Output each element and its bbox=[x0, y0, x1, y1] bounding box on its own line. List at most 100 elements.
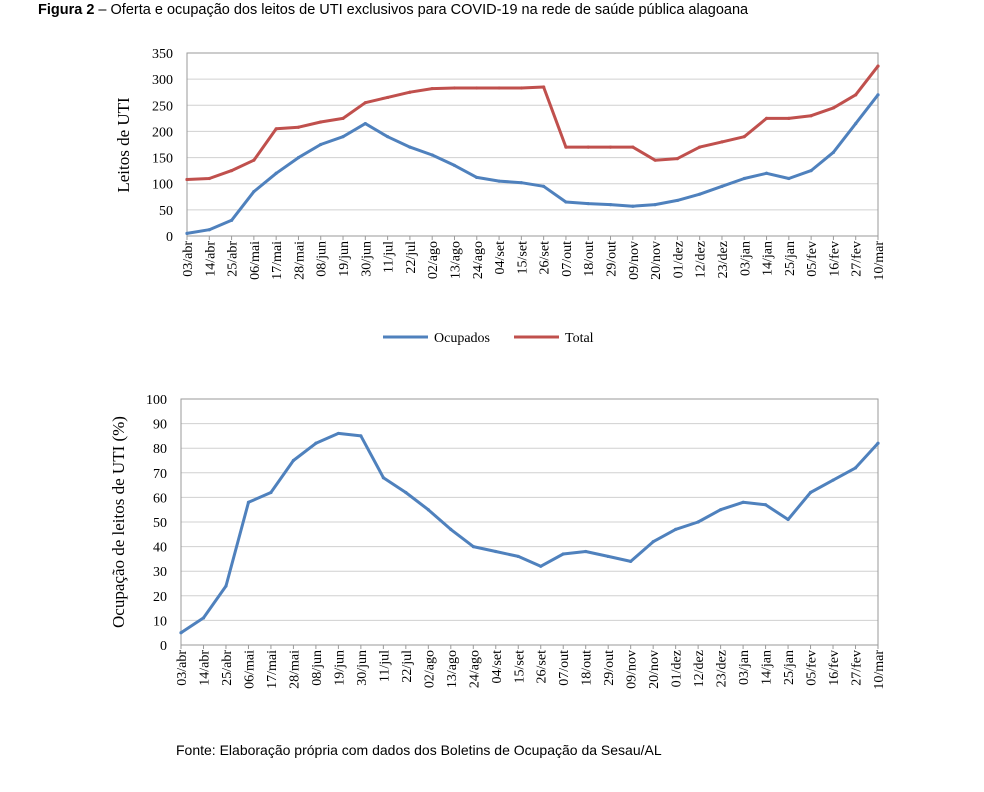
data-point bbox=[674, 527, 678, 531]
data-point bbox=[224, 584, 228, 588]
x-tick-label: 30/jun bbox=[359, 241, 374, 277]
x-tick-label: 17/mai bbox=[265, 650, 280, 689]
data-point bbox=[475, 86, 479, 90]
x-tick-label: 19/jun bbox=[332, 650, 347, 686]
legend-label: Ocupados bbox=[434, 331, 490, 346]
x-tick-label: 17/mai bbox=[270, 241, 285, 280]
data-point bbox=[564, 145, 568, 149]
x-tick-label: 25/abr bbox=[220, 650, 235, 686]
data-point bbox=[720, 184, 724, 188]
x-tick-label: 03/abr bbox=[181, 241, 196, 277]
x-tick-label: 01/dez bbox=[670, 650, 685, 687]
data-point bbox=[787, 176, 791, 181]
data-point bbox=[651, 540, 655, 544]
series-line-total bbox=[185, 64, 880, 181]
data-point bbox=[809, 169, 813, 173]
x-tick-label: 14/jan bbox=[761, 241, 776, 276]
series-line-ocupa-o- bbox=[179, 431, 880, 635]
x-tick-label: 29/out bbox=[605, 241, 620, 277]
data-point bbox=[742, 176, 746, 181]
x-tick-label: 06/mai bbox=[242, 650, 257, 689]
chart-2: 0 10 20 30 40 50 60 70 80 90 100 03/abr 14/abr 25/abr… bbox=[109, 393, 887, 690]
data-point bbox=[631, 204, 635, 208]
x-tick-label: 01/dez bbox=[671, 241, 686, 278]
data-point bbox=[698, 192, 702, 196]
data-point bbox=[252, 189, 256, 194]
x-tick-label: 05/fev bbox=[805, 650, 820, 686]
data-point bbox=[404, 490, 408, 495]
data-point bbox=[363, 101, 367, 105]
data-point bbox=[246, 500, 251, 504]
data-point bbox=[584, 549, 588, 554]
data-point bbox=[561, 552, 565, 556]
x-tick-label: 03/jan bbox=[738, 241, 753, 276]
x-tick-label: 10/mar bbox=[872, 241, 887, 281]
x-tick-label: 07/out bbox=[560, 241, 575, 277]
y-axis-title: Leitos de UTI bbox=[114, 97, 133, 193]
data-point bbox=[719, 508, 723, 512]
x-tick-label: 14/abr bbox=[197, 650, 212, 686]
data-point bbox=[542, 184, 546, 188]
data-point bbox=[519, 86, 523, 90]
x-tick-label: 22/jul bbox=[404, 241, 419, 274]
x-tick-label: 24/ago bbox=[471, 241, 486, 279]
data-point bbox=[539, 564, 543, 568]
x-tick-label: 02/ago bbox=[422, 650, 437, 688]
x-tick-label: 14/jan bbox=[760, 650, 775, 685]
y-tick-label: 0 bbox=[166, 230, 173, 245]
data-point bbox=[408, 90, 412, 94]
data-point bbox=[808, 490, 813, 495]
data-point bbox=[741, 500, 745, 504]
y-tick-label: 40 bbox=[153, 541, 167, 556]
x-tick-label: 07/out bbox=[557, 650, 572, 686]
data-point bbox=[319, 120, 323, 124]
x-tick-label: 06/mai bbox=[248, 241, 263, 280]
y-tick-label: 200 bbox=[152, 125, 173, 140]
x-tick-label: 25/jan bbox=[782, 650, 797, 685]
x-tick-label: 13/ago bbox=[448, 241, 463, 279]
data-point bbox=[426, 508, 430, 512]
figure-label: Figura 2 bbox=[38, 2, 95, 18]
x-tick-label: 18/out bbox=[580, 650, 595, 686]
y-tick-label: 90 bbox=[153, 418, 167, 433]
data-point bbox=[229, 218, 234, 222]
data-point bbox=[336, 431, 340, 436]
data-point bbox=[675, 157, 679, 161]
x-tick-label: 11/jul bbox=[377, 650, 392, 682]
data-point bbox=[564, 200, 568, 204]
data-point bbox=[185, 231, 189, 235]
data-point bbox=[653, 203, 657, 207]
plot-frame bbox=[186, 52, 879, 237]
x-tick-label: 09/nov bbox=[627, 241, 642, 280]
data-point bbox=[274, 171, 278, 175]
data-point bbox=[608, 203, 613, 207]
data-point bbox=[452, 86, 457, 90]
x-tick-label: 14/abr bbox=[203, 241, 218, 277]
x-tick-label: 30/jun bbox=[355, 650, 370, 686]
x-tick-label: 22/jul bbox=[400, 650, 415, 683]
data-point bbox=[608, 145, 613, 149]
x-tick-label: 16/fev bbox=[827, 241, 842, 277]
x-tick-label: 28/mai bbox=[292, 241, 307, 280]
x-tick-label: 03/abr bbox=[175, 650, 190, 686]
x-tick-label: 29/out bbox=[602, 650, 617, 686]
data-point bbox=[296, 125, 301, 129]
x-tick-label: 09/nov bbox=[625, 650, 640, 689]
x-tick-label: 05/fev bbox=[805, 241, 820, 277]
x-tick-label: 08/jun bbox=[315, 241, 330, 277]
x-tick-label: 11/jul bbox=[382, 241, 397, 273]
data-point bbox=[449, 527, 453, 531]
y-tick-label: 50 bbox=[153, 516, 167, 531]
x-tick-label: 26/set bbox=[535, 650, 550, 684]
x-tick-label: 16/fev bbox=[827, 650, 842, 686]
x-tick-label: 12/dez bbox=[694, 241, 709, 278]
y-axis-title: Ocupação de leitos de UTI (%) bbox=[109, 416, 128, 628]
data-point bbox=[475, 175, 479, 180]
x-tick-label: 04/set bbox=[493, 241, 508, 275]
x-tick-label: 28/mai bbox=[287, 650, 302, 689]
x-tick-label: 20/nov bbox=[647, 650, 662, 689]
x-tick-label: 24/ago bbox=[467, 650, 482, 688]
x-tick-label: 04/set bbox=[490, 650, 505, 684]
y-tick-label: 50 bbox=[159, 204, 173, 219]
data-point bbox=[386, 135, 390, 139]
